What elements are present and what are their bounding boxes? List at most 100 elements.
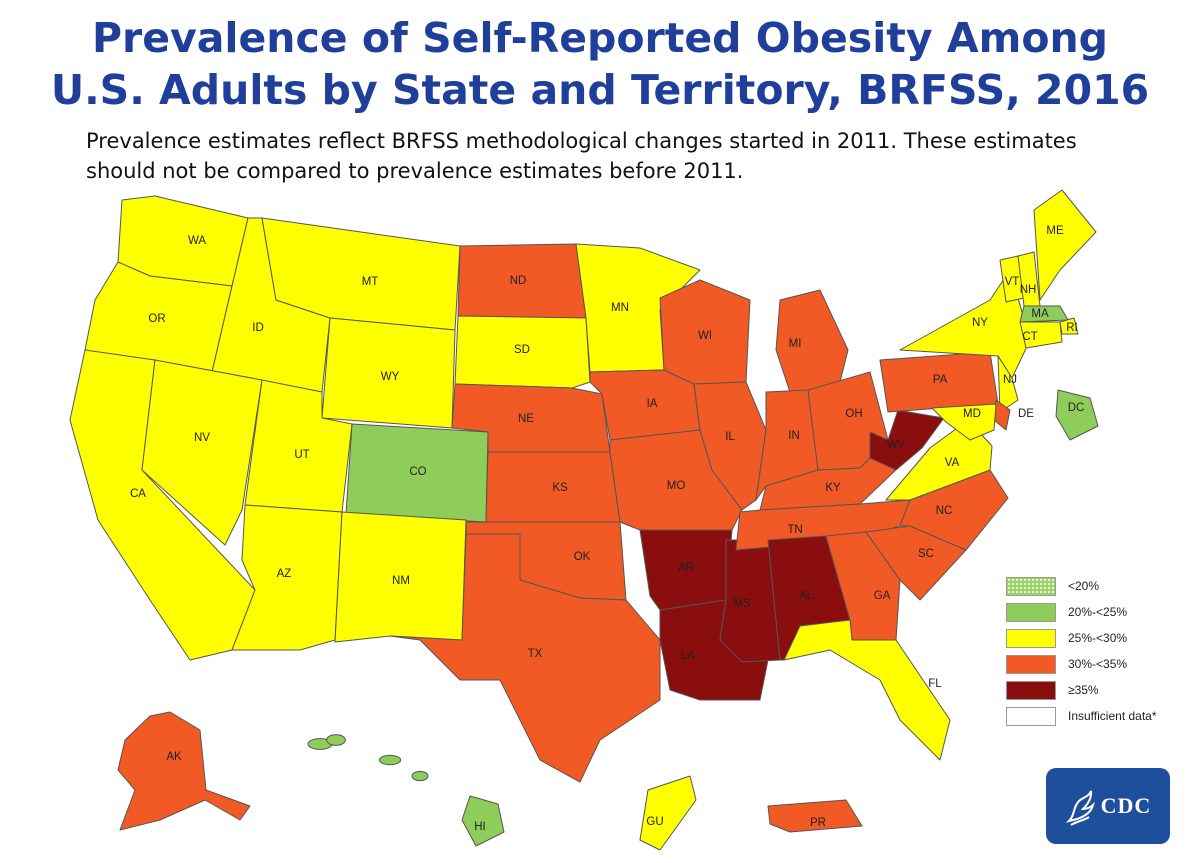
state-label-mt: MT: [362, 276, 379, 288]
cdc-logo: CDC: [1046, 768, 1170, 844]
state-label-va: VA: [945, 457, 960, 469]
state-label-ia: IA: [647, 398, 658, 410]
legend-item: 25%-<30%: [1006, 625, 1157, 651]
legend-item: 20%-<25%: [1006, 599, 1157, 625]
state-pr: [767, 799, 863, 833]
state-label-ri: RI: [1066, 322, 1078, 334]
state-dc: [1055, 389, 1099, 441]
state-label-nj: NJ: [1003, 374, 1017, 386]
legend-swatch: [1006, 680, 1056, 700]
state-nv: [141, 359, 263, 546]
state-label-ga: GA: [874, 590, 891, 602]
state-label-dc: DC: [1068, 402, 1085, 414]
state-label-oh: OH: [845, 408, 862, 420]
legend-label: 25%-<30%: [1068, 631, 1128, 645]
title-line-1: Prevalence of Self-Reported Obesity Amon…: [91, 14, 1109, 62]
state-label-nv: NV: [194, 432, 210, 444]
state-label-al: AL: [799, 590, 814, 602]
state-ak: [117, 711, 251, 831]
state-label-vt: VT: [1005, 276, 1020, 288]
title-line-2: U.S. Adults by State and Territory, BRFS…: [50, 66, 1150, 114]
map-title: Prevalence of Self-Reported Obesity Amon…: [0, 12, 1200, 116]
legend-item: 30%-<35%: [1006, 651, 1157, 677]
state-label-de: DE: [1018, 408, 1034, 420]
legend: <20% 20%-<25% 25%-<30% 30%-<35% ≥35% Ins…: [1006, 573, 1157, 729]
state-label-fl: FL: [928, 678, 942, 690]
state-label-nm: NM: [392, 575, 410, 587]
state-label-ut: UT: [294, 449, 309, 461]
state-ct: [1019, 321, 1063, 349]
map-subtitle: Prevalence estimates reflect BRFSS metho…: [86, 126, 1166, 186]
state-fl: [783, 619, 951, 761]
state-label-hi: HI: [474, 821, 486, 833]
state-md: [931, 403, 997, 441]
state-label-ok: OK: [574, 551, 591, 563]
legend-item: ≥35%: [1006, 677, 1157, 703]
state-sc: [865, 525, 967, 601]
state-gu: [639, 775, 697, 851]
state-label-gu: GU: [646, 816, 663, 828]
legend-swatch: [1006, 602, 1056, 622]
state-tx: [389, 533, 661, 783]
legend-label: Insufficient data*: [1068, 709, 1157, 723]
state-label-wv: WV: [887, 439, 906, 451]
state-label-in: IN: [788, 430, 800, 442]
state-label-ak: AK: [166, 751, 182, 763]
state-label-mo: MO: [667, 480, 686, 492]
hhs-eagle-icon: [1065, 790, 1095, 826]
state-nj: [997, 355, 1019, 413]
legend-swatch: [1006, 654, 1056, 674]
legend-label: 20%-<25%: [1068, 605, 1128, 619]
legend-swatch: [1006, 706, 1056, 726]
state-label-ny: NY: [972, 317, 988, 329]
state-label-md: MD: [963, 408, 981, 420]
state-label-az: AZ: [277, 568, 292, 580]
legend-item: <20%: [1006, 573, 1157, 599]
hawaii-island: [378, 754, 402, 766]
state-label-sd: SD: [514, 344, 530, 356]
state-ri: [1059, 317, 1079, 335]
hawaii-island: [411, 770, 429, 782]
state-il: [693, 381, 767, 511]
legend-label: 30%-<35%: [1068, 657, 1128, 671]
state-me: [1033, 189, 1097, 301]
state-label-nd: ND: [510, 275, 527, 287]
state-label-tn: TN: [787, 524, 802, 536]
state-va: [885, 419, 993, 501]
state-label-ks: KS: [552, 482, 568, 494]
state-mi: [775, 289, 849, 393]
state-label-ma: MA: [1031, 308, 1049, 320]
state-label-wi: WI: [698, 330, 712, 342]
state-label-ms: MS: [733, 598, 751, 610]
state-label-ne: NE: [518, 413, 534, 425]
legend-swatch: [1006, 628, 1056, 648]
legend-item: Insufficient data*: [1006, 703, 1157, 729]
state-label-ky: KY: [825, 482, 841, 494]
state-label-nc: NC: [936, 505, 953, 517]
legend-label: ≥35%: [1068, 683, 1099, 697]
state-label-il: IL: [725, 431, 735, 443]
state-label-tx: TX: [528, 648, 543, 660]
legend-label: <20%: [1068, 579, 1100, 593]
subtitle-line-2: should not be compared to prevalence est…: [86, 159, 744, 183]
state-label-pr: PR: [810, 817, 826, 829]
state-label-sc: SC: [918, 548, 934, 560]
state-label-co: CO: [409, 466, 426, 478]
cdc-logo-text: CDC: [1100, 793, 1152, 818]
hawaii-island: [326, 734, 346, 746]
state-label-pa: PA: [933, 374, 948, 386]
state-label-mn: MN: [611, 302, 629, 314]
state-label-wy: WY: [381, 371, 400, 383]
state-hi: [461, 795, 505, 847]
legend-swatch: [1006, 576, 1056, 596]
state-label-nh: NH: [1020, 284, 1037, 296]
state-label-ar: AR: [678, 562, 694, 574]
state-label-or: OR: [148, 313, 165, 325]
state-label-id: ID: [252, 322, 264, 334]
state-label-wa: WA: [188, 235, 206, 247]
state-sd: [454, 315, 591, 389]
state-label-me: ME: [1046, 225, 1064, 237]
state-label-la: LA: [681, 650, 695, 662]
subtitle-line-1: Prevalence estimates reflect BRFSS metho…: [86, 129, 1077, 153]
